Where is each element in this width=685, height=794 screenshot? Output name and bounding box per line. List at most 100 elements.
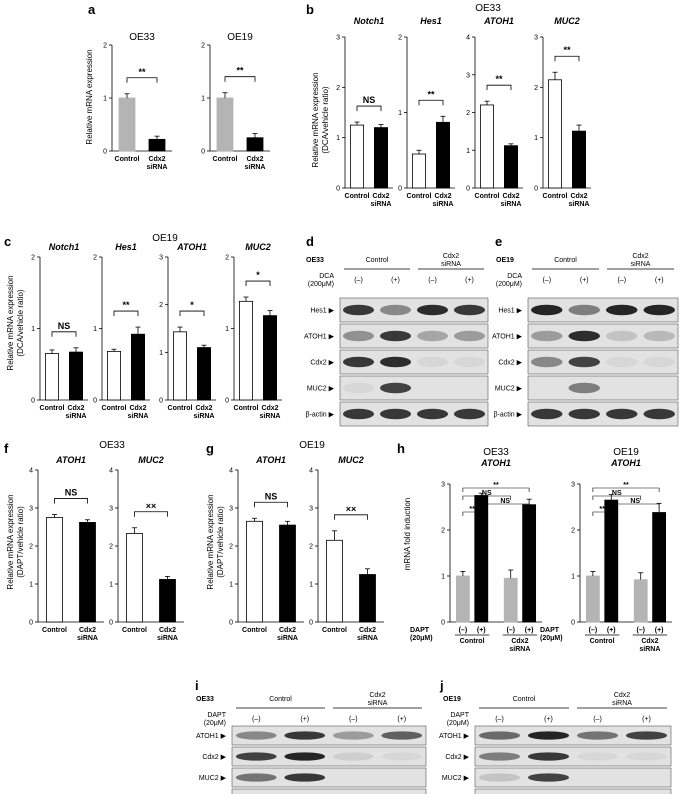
significance-label: NS bbox=[58, 321, 71, 331]
group-label: Control bbox=[590, 638, 615, 645]
significance-bracket bbox=[462, 487, 530, 492]
significance-label: ** bbox=[138, 67, 146, 77]
blot-lane-mark: (+) bbox=[642, 716, 651, 723]
chart-title: MUC2 bbox=[138, 455, 164, 465]
group-title-c: OE19 bbox=[152, 233, 178, 244]
y-tick-label: 2 bbox=[466, 110, 470, 117]
x-category-label: Control bbox=[242, 627, 267, 634]
bar bbox=[652, 512, 667, 623]
blot-band bbox=[342, 382, 375, 394]
bar bbox=[479, 104, 494, 189]
significance-label: NS bbox=[482, 490, 492, 497]
y-tick-label: 2 bbox=[571, 528, 575, 535]
blot-band bbox=[332, 752, 374, 761]
bar bbox=[46, 517, 63, 623]
dapt-label: DAPT bbox=[410, 627, 430, 634]
x-category-label: Control bbox=[40, 405, 65, 412]
y-axis-label-c-1: Relative mRNA expression bbox=[6, 275, 15, 370]
bar bbox=[107, 350, 122, 401]
blot-row-label: β-actin ▶ bbox=[494, 412, 523, 419]
blot-treatment: (20μM) bbox=[447, 720, 469, 727]
blot-band bbox=[235, 731, 277, 740]
y-tick-label: 1 bbox=[398, 110, 402, 117]
blot-band bbox=[625, 752, 668, 761]
bar bbox=[359, 574, 376, 623]
x-category-label: Cdx2 bbox=[159, 627, 176, 634]
blot-band bbox=[478, 752, 521, 761]
blot-treatment: (200μM) bbox=[308, 281, 334, 288]
significance-label: ** bbox=[623, 482, 629, 489]
x-category-label: Cdx2 bbox=[570, 193, 587, 200]
y-tick-label: 1 bbox=[229, 582, 233, 589]
y-tick-label: 3 bbox=[29, 506, 33, 513]
y-tick-label: 1 bbox=[109, 582, 113, 589]
y-tick-label: 1 bbox=[534, 135, 538, 142]
blot-band bbox=[568, 408, 600, 420]
blot-band bbox=[342, 408, 375, 420]
blot-lane-mark: (–) bbox=[354, 277, 363, 284]
blot-band bbox=[453, 356, 486, 368]
blot-strip bbox=[527, 375, 679, 401]
significance-bracket bbox=[592, 495, 642, 500]
significance-bracket bbox=[462, 511, 482, 516]
blot-group-label: Cdx2 bbox=[632, 253, 648, 260]
blot-lane-mark: (+) bbox=[655, 277, 664, 284]
y-tick-label: 2 bbox=[103, 43, 107, 50]
bar bbox=[130, 333, 145, 401]
bar bbox=[159, 579, 176, 623]
significance-label: ** bbox=[122, 300, 130, 310]
blot-band bbox=[527, 773, 570, 782]
x-category-label: Cdx2 bbox=[67, 405, 84, 412]
x-category-label: Cdx2 bbox=[246, 156, 263, 163]
blot-band bbox=[416, 330, 449, 342]
y-axis-label-f-2: (DAPT/vehicle ratio) bbox=[16, 506, 25, 578]
blot-band bbox=[478, 773, 521, 782]
blot-band bbox=[527, 752, 570, 761]
blot-row-label: MUC2 ▶ bbox=[307, 386, 335, 393]
y-tick-label: 2 bbox=[441, 528, 445, 535]
significance-label: ** bbox=[599, 506, 605, 513]
y-tick-label: 3 bbox=[336, 35, 340, 42]
x-category-label: Control bbox=[42, 627, 67, 634]
blot-band bbox=[625, 731, 668, 740]
significance-bracket bbox=[224, 76, 256, 82]
blot-treatment: DAPT bbox=[207, 712, 226, 719]
significance-bracket bbox=[54, 498, 88, 504]
significance-label: ** bbox=[493, 482, 499, 489]
bar bbox=[69, 351, 84, 401]
significance-label: ** bbox=[427, 89, 435, 99]
blot-band bbox=[531, 356, 563, 368]
dapt-mark: (+) bbox=[525, 627, 534, 634]
bar bbox=[196, 347, 211, 401]
blot-band bbox=[568, 330, 600, 342]
group-label: Control bbox=[460, 638, 485, 645]
x-category-label: siRNA bbox=[146, 164, 167, 171]
y-tick-label: 0 bbox=[571, 620, 575, 627]
y-tick-label: 4 bbox=[466, 35, 470, 42]
y-tick-label: 1 bbox=[159, 350, 163, 357]
chart-title: OE19 bbox=[613, 447, 639, 458]
y-tick-label: 2 bbox=[309, 544, 313, 551]
chart-title: ATOH1 bbox=[176, 242, 207, 252]
y-axis-label-c-2: (DCA/vehicle ratio) bbox=[16, 289, 25, 356]
x-category-label: siRNA bbox=[357, 635, 378, 642]
x-category-label: Cdx2 bbox=[261, 405, 278, 412]
x-category-label: siRNA bbox=[127, 413, 148, 420]
y-tick-label: 1 bbox=[225, 326, 229, 333]
blot-cell-line: OE19 bbox=[443, 696, 461, 703]
significance-label: ** bbox=[495, 74, 503, 84]
dapt-mark: (–) bbox=[506, 627, 515, 634]
blot-row-label: Cdx2 ▶ bbox=[310, 360, 334, 367]
dapt-mark: (–) bbox=[589, 627, 598, 634]
blot-strip bbox=[231, 788, 427, 794]
y-tick-label: 2 bbox=[159, 302, 163, 309]
significance-label: NS bbox=[363, 95, 376, 105]
panel-label-b: b bbox=[306, 2, 314, 17]
blot-group-label: siRNA bbox=[612, 700, 632, 707]
